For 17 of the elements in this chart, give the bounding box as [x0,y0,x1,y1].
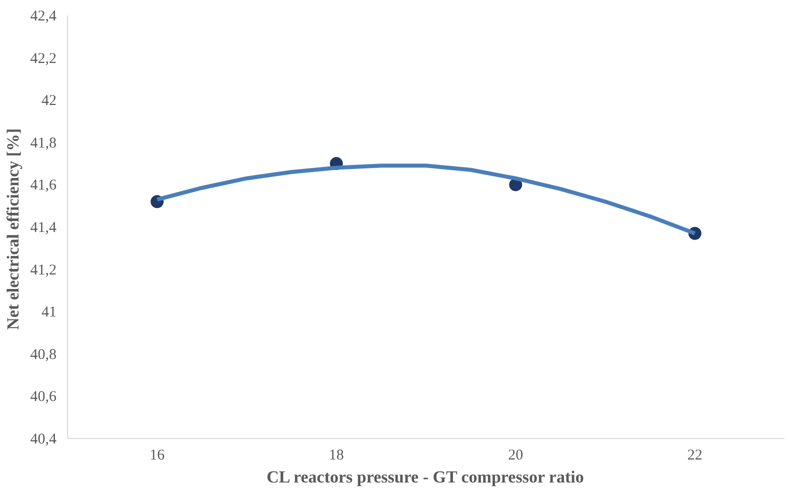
y-tick-label: 40,8 [30,346,56,363]
y-tick-label: 42,2 [30,50,56,67]
y-tick-label: 42,4 [30,8,57,24]
y-tick-label: 41,6 [30,178,57,194]
x-tick-label: 16 [150,448,166,464]
y-tick-label: 41,2 [30,262,56,278]
x-tick-label: 18 [328,448,344,464]
x-tick-label: 20 [508,448,524,464]
y-axis-title: Net electrical efficiency [%] [3,128,22,330]
y-tick-label: 42 [42,93,56,110]
y-tick-label: 41,4 [30,220,57,236]
y-tick-label: 40,4 [30,432,57,448]
y-tick-label: 40,6 [30,389,57,406]
x-axis-title: CL reactors pressure - GT compressor ratio [266,468,584,486]
y-tick-label: 41,8 [30,135,56,152]
y-tick-label: 41 [42,304,56,321]
x-tick-label: 22 [687,448,702,464]
